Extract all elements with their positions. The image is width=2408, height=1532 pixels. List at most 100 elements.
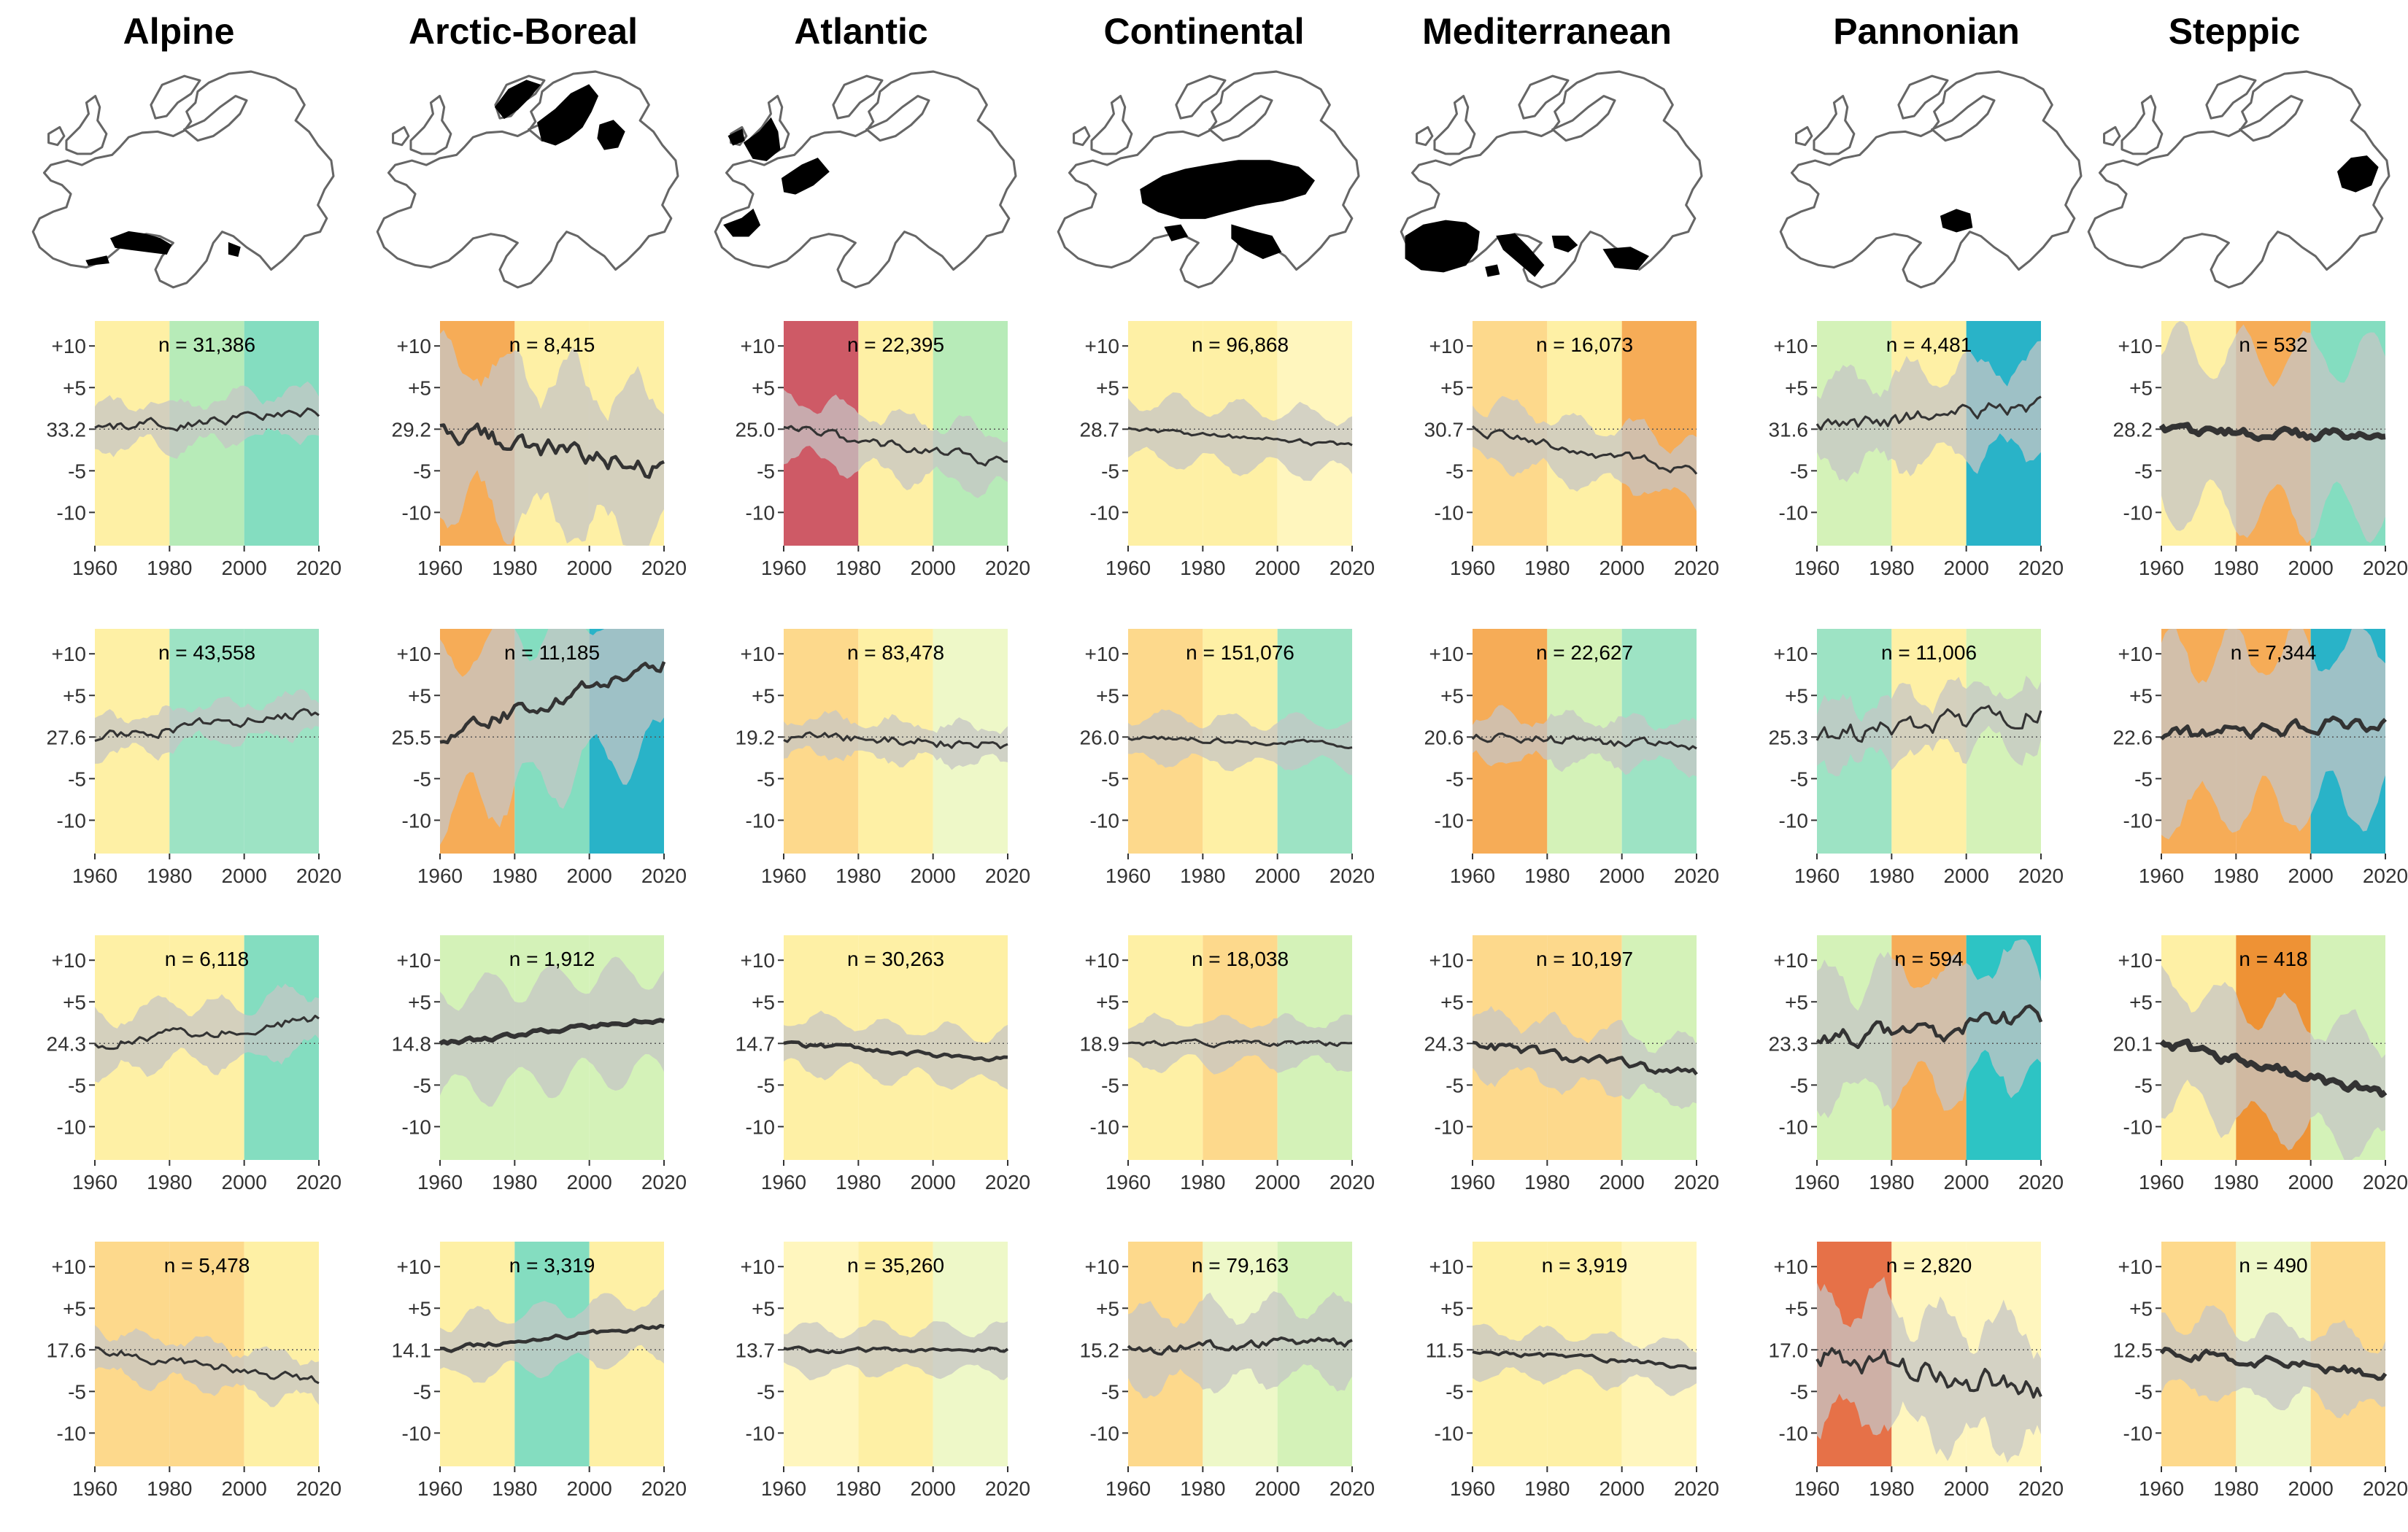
map-region-4-2 <box>1231 224 1282 260</box>
y-tick-label: +5 <box>1440 991 1464 1013</box>
y-tick-label: -5 <box>1101 1074 1119 1096</box>
y-tick-label: +5 <box>752 1297 775 1320</box>
x-tick-label: 1960 <box>761 1171 806 1194</box>
x-tick-label: 2000 <box>567 1477 612 1500</box>
panel-1-2: n = 43,558 +10 +5 -5 -10 27.6 1960 1980 2000 2020 <box>47 629 341 887</box>
x-tick-label: 2000 <box>911 1477 956 1500</box>
y-tick-label: -10 <box>402 809 431 832</box>
confidence-ribbon <box>95 381 319 459</box>
x-tick-label: 1960 <box>2139 864 2184 887</box>
x-tick-label: 2020 <box>296 557 341 579</box>
x-tick-label: 1980 <box>836 1171 881 1194</box>
panel-1-3: n = 6,118 +10 +5 -5 -10 24.3 1960 1980 2000 2020 <box>47 935 341 1194</box>
baseline-label: 14.1 <box>392 1339 432 1361</box>
y-tick-label: -10 <box>402 501 431 524</box>
y-tick-label: +10 <box>1085 1256 1120 1278</box>
y-tick-label: -10 <box>402 1422 431 1444</box>
x-tick-label: 1980 <box>836 1477 881 1500</box>
n-label: n = 2,820 <box>1886 1254 1972 1277</box>
baseline-label: 31.6 <box>1769 418 1809 441</box>
y-tick-label: +5 <box>63 376 86 399</box>
baseline-label: 23.3 <box>1769 1032 1809 1055</box>
x-tick-label: 2020 <box>641 1477 687 1500</box>
y-tick-label: -10 <box>1090 1115 1119 1138</box>
y-tick-label: -10 <box>1090 1422 1119 1444</box>
n-label: n = 83,478 <box>847 641 944 664</box>
y-tick-label: +5 <box>63 991 86 1013</box>
x-tick-label: 2000 <box>1599 557 1645 579</box>
trend-line <box>1815 1347 2042 1399</box>
y-tick-label: -10 <box>1090 501 1119 524</box>
x-tick-label: 1980 <box>2213 1477 2258 1500</box>
n-label: n = 22,627 <box>1536 641 1633 664</box>
x-tick-label: 2000 <box>1255 1477 1300 1500</box>
y-tick-label: +10 <box>52 335 87 357</box>
x-tick-label: 2020 <box>1330 557 1375 579</box>
x-tick-label: 2000 <box>1599 1477 1645 1500</box>
x-tick-label: 2020 <box>2018 557 2064 579</box>
x-tick-label: 1980 <box>2213 1171 2258 1194</box>
chart-root: Alpine Arctic-Boreal Atlantic Continental Me… <box>31 11 2408 1500</box>
y-tick-label: +5 <box>2129 684 2153 707</box>
x-tick-label: 1960 <box>417 864 463 887</box>
x-tick-label: 2000 <box>1944 1171 1989 1194</box>
y-tick-label: +10 <box>2118 949 2153 972</box>
trend-line <box>783 1345 1009 1355</box>
map-region-1-1 <box>109 231 172 255</box>
trend-line <box>1127 427 1353 446</box>
column-title-3: Atlantic <box>794 11 927 52</box>
y-tick-label: -5 <box>1446 460 1464 482</box>
europe-map-icon <box>714 70 1017 289</box>
x-tick-label: 1960 <box>1450 864 1495 887</box>
x-tick-label: 1960 <box>1794 1171 1840 1194</box>
y-tick-label: +10 <box>1085 643 1120 665</box>
map-region-5-5 <box>1485 264 1500 277</box>
trend-line <box>1471 732 1697 751</box>
column-title-4: Continental <box>1104 11 1305 52</box>
y-tick-label: -10 <box>746 501 775 524</box>
y-tick-label: -10 <box>746 809 775 832</box>
confidence-ribbon <box>1817 1277 2041 1463</box>
n-label: n = 22,395 <box>847 333 944 356</box>
x-tick-label: 2000 <box>222 864 267 887</box>
europe-map-icon <box>31 70 335 289</box>
x-tick-label: 2020 <box>1330 1477 1375 1500</box>
map-region-2-2 <box>597 120 625 150</box>
x-tick-label: 1980 <box>1869 557 1914 579</box>
y-tick-label: +10 <box>52 1256 87 1278</box>
baseline-label: 27.6 <box>47 726 87 748</box>
x-tick-label: 1960 <box>1794 864 1840 887</box>
y-tick-label: +10 <box>741 1256 776 1278</box>
y-tick-label: -5 <box>2134 1074 2153 1096</box>
panel-3-2: n = 83,478 +10 +5 -5 -10 19.2 1960 1980 2000 2020 <box>736 629 1030 887</box>
x-tick-label: 2000 <box>1599 864 1645 887</box>
confidence-ribbon <box>2161 1305 2385 1418</box>
trend-line <box>94 407 320 432</box>
x-tick-label: 2000 <box>1944 864 1989 887</box>
y-tick-label: -10 <box>2123 1115 2153 1138</box>
y-tick-label: -10 <box>57 501 86 524</box>
x-tick-label: 1980 <box>2213 864 2258 887</box>
y-tick-label: -5 <box>413 1074 431 1096</box>
confidence-ribbon <box>2161 629 2385 840</box>
n-label: n = 8,415 <box>509 333 595 356</box>
x-tick-label: 1960 <box>2139 1171 2184 1194</box>
n-label: n = 10,197 <box>1536 948 1633 970</box>
x-tick-label: 1980 <box>1869 1477 1914 1500</box>
x-tick-label: 2020 <box>985 1477 1030 1500</box>
europe-map-icon <box>1779 70 2083 289</box>
x-tick-label: 2000 <box>911 557 956 579</box>
x-tick-label: 1960 <box>72 1171 117 1194</box>
y-tick-label: -5 <box>757 1074 775 1096</box>
y-tick-label: -10 <box>1435 809 1464 832</box>
panel-5-4: n = 3,919 +10 +5 -5 -10 11.5 1960 1980 2000 2020 <box>1426 1242 1719 1500</box>
y-tick-label: -10 <box>2123 1422 2153 1444</box>
y-tick-label: -10 <box>1435 501 1464 524</box>
x-tick-label: 1960 <box>2139 557 2184 579</box>
x-tick-label: 2020 <box>296 1171 341 1194</box>
y-tick-label: +10 <box>1429 1256 1465 1278</box>
y-tick-label: +10 <box>1429 335 1465 357</box>
x-tick-label: 2020 <box>641 557 687 579</box>
n-label: n = 31,386 <box>158 333 255 356</box>
x-tick-label: 1960 <box>1450 557 1495 579</box>
